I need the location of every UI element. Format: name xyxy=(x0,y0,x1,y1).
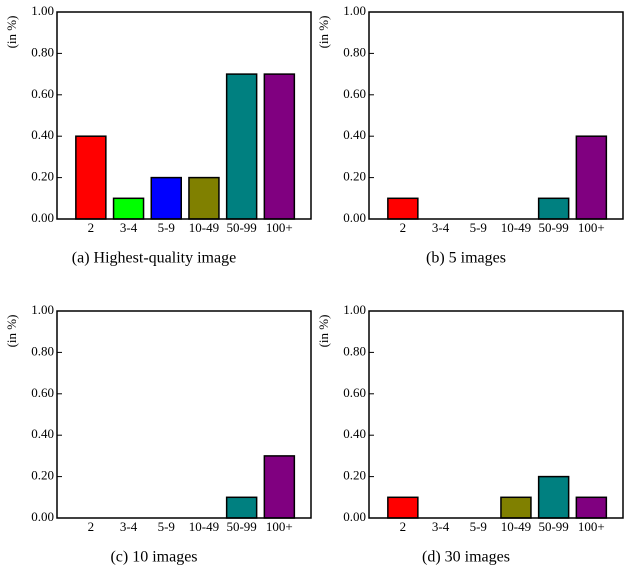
y-tick-label: 0.80 xyxy=(31,343,54,358)
x-tick-label: 3-4 xyxy=(432,220,450,235)
y-tick-label: 0.20 xyxy=(31,468,54,483)
x-tick-label: 2 xyxy=(400,220,407,235)
bar xyxy=(150,176,182,220)
y-tick-label: 0.80 xyxy=(343,343,366,358)
y-tick-label: 0.00 xyxy=(31,210,54,225)
y-tick-label: 0.80 xyxy=(31,44,54,59)
x-tick-label: 5-9 xyxy=(158,519,175,534)
bar xyxy=(575,496,608,519)
y-tick-label: 1.00 xyxy=(343,302,366,317)
x-tick-label: 100+ xyxy=(578,519,605,534)
x-tick-label: 5-9 xyxy=(470,519,487,534)
y-tick-label: 0.00 xyxy=(31,509,54,524)
y-tick-label: 0.60 xyxy=(343,385,366,400)
y-tick-label: 0.20 xyxy=(343,468,366,483)
bar xyxy=(500,496,532,519)
x-tick-label: 2 xyxy=(88,220,95,235)
y-tick-label: 0.40 xyxy=(343,426,366,441)
y-tick-label: 0.60 xyxy=(343,86,366,101)
x-tick-label: 3-4 xyxy=(432,519,450,534)
bar xyxy=(575,135,608,220)
x-tick-label: 50-99 xyxy=(538,519,568,534)
y-axis-label: (in %) xyxy=(316,315,331,348)
bar xyxy=(387,197,419,220)
x-tick-label: 100+ xyxy=(578,220,605,235)
y-axis-label: (in %) xyxy=(4,315,19,348)
plot-frame xyxy=(368,310,624,519)
x-tick-label: 5-9 xyxy=(470,220,487,235)
y-axis-label: (in %) xyxy=(316,16,331,49)
bar xyxy=(112,197,145,220)
y-tick-label: 0.40 xyxy=(31,127,54,142)
x-tick-label: 10-49 xyxy=(189,220,219,235)
x-tick-label: 50-99 xyxy=(538,220,568,235)
x-tick-label: 100+ xyxy=(266,519,293,534)
y-tick-label: 0.60 xyxy=(31,86,54,101)
y-tick-label: 0.40 xyxy=(31,426,54,441)
x-tick-label: 50-99 xyxy=(226,519,256,534)
x-tick-label: 3-4 xyxy=(120,220,138,235)
bar xyxy=(225,496,258,519)
x-tick-label: 3-4 xyxy=(120,519,138,534)
y-tick-label: 0.00 xyxy=(343,509,366,524)
plot-frame xyxy=(56,11,312,220)
y-tick-label: 0.80 xyxy=(343,44,366,59)
bar xyxy=(537,475,570,519)
x-tick-label: 10-49 xyxy=(501,519,531,534)
bar xyxy=(263,455,296,519)
y-axis-label: (in %) xyxy=(4,16,19,49)
bar xyxy=(537,197,570,220)
bar xyxy=(75,135,107,220)
chart-caption: (b) 5 images xyxy=(426,250,506,267)
x-tick-label: 10-49 xyxy=(189,519,219,534)
x-tick-label: 100+ xyxy=(266,220,293,235)
y-tick-label: 1.00 xyxy=(31,3,54,18)
chart-caption: (c) 10 images xyxy=(110,549,197,566)
chart-caption: (a) Highest-quality image xyxy=(72,250,236,267)
x-tick-label: 5-9 xyxy=(158,220,175,235)
bar xyxy=(225,73,258,220)
y-tick-label: 0.20 xyxy=(31,169,54,184)
y-tick-label: 0.60 xyxy=(31,385,54,400)
x-tick-label: 10-49 xyxy=(501,220,531,235)
y-tick-label: 1.00 xyxy=(31,302,54,317)
x-tick-label: 2 xyxy=(400,519,407,534)
x-tick-label: 50-99 xyxy=(226,220,256,235)
y-tick-label: 0.40 xyxy=(343,127,366,142)
plot-frame xyxy=(56,310,312,519)
y-tick-label: 0.20 xyxy=(343,169,366,184)
plot-frame xyxy=(368,11,624,220)
chart-caption: (d) 30 images xyxy=(422,549,510,566)
y-tick-label: 1.00 xyxy=(343,3,366,18)
y-tick-label: 0.00 xyxy=(343,210,366,225)
bar xyxy=(387,496,419,519)
x-tick-label: 2 xyxy=(88,519,95,534)
bar xyxy=(263,73,296,220)
bar xyxy=(188,176,220,220)
